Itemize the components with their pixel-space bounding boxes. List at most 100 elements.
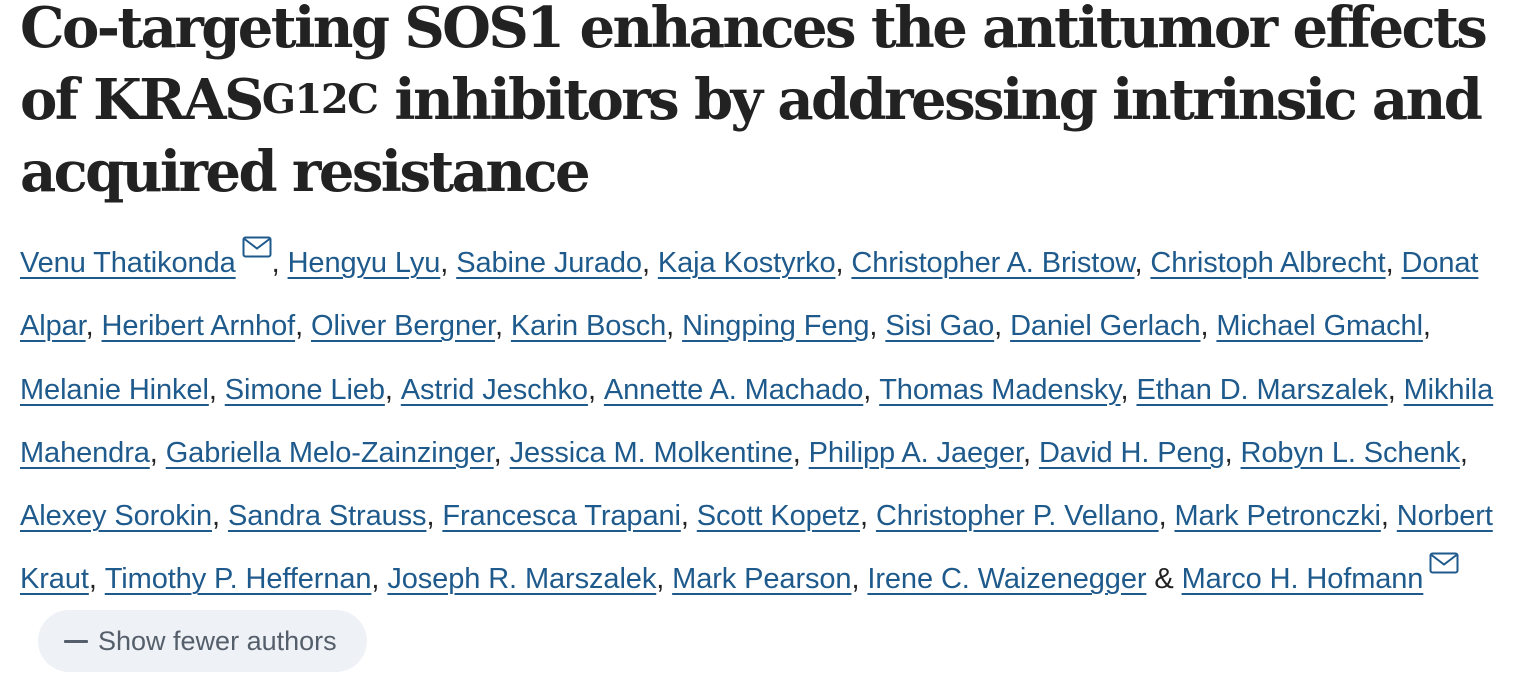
author-separator: ,	[212, 500, 228, 533]
author-item: Robyn L. Schenk,	[1241, 437, 1468, 469]
author-link[interactable]: Ethan D. Marszalek	[1136, 373, 1388, 406]
author-item: Thomas Madensky,	[879, 374, 1136, 406]
author-link[interactable]: Sisi Gao	[885, 310, 995, 343]
author-separator: ,	[680, 500, 697, 533]
author-link[interactable]: Mark Petronczki	[1174, 500, 1381, 533]
author-item: Hengyu Lyu,	[288, 247, 457, 279]
author-item: Mark Petronczki,	[1174, 500, 1396, 532]
author-item: Marco H. Hofmann	[1181, 552, 1460, 596]
author-link[interactable]: Norbert Kraut	[20, 500, 1493, 596]
article-title: Co-targeting SOS1 enhances the antitumor…	[20, 0, 1500, 208]
author-link[interactable]: Christopher A. Bristow	[851, 247, 1135, 279]
author-separator: ,	[85, 310, 102, 343]
author-item: Melanie Hinkel,	[20, 374, 225, 406]
author-link[interactable]: Daniel Gerlach	[1010, 310, 1201, 343]
author-link[interactable]: Annette A. Machado	[603, 373, 864, 406]
author-link[interactable]: Hengyu Lyu	[287, 247, 441, 279]
author-item: Sisi Gao,	[885, 310, 1010, 342]
author-link[interactable]: Philipp A. Jaeger	[808, 436, 1024, 469]
author-link[interactable]: Christopher P. Vellano	[875, 500, 1159, 533]
mail-icon[interactable]	[1429, 552, 1459, 574]
author-separator: ,	[641, 247, 658, 279]
author-link[interactable]: Michael Gmachl	[1216, 310, 1423, 343]
minus-icon	[64, 639, 88, 643]
author-item: Scott Kopetz,	[697, 500, 876, 532]
author-separator: ,	[440, 247, 457, 279]
author-link[interactable]: Mark Pearson	[672, 563, 852, 596]
author-separator: ,	[371, 563, 388, 596]
author-link[interactable]: Scott Kopetz	[696, 500, 861, 533]
author-link[interactable]: Irene C. Waizenegger	[867, 563, 1147, 596]
author-link[interactable]: Timothy P. Heffernan	[104, 563, 372, 596]
author-separator: ,	[1459, 436, 1468, 469]
author-item: Venu Thatikonda,	[20, 236, 288, 279]
author-item: Simone Lieb,	[225, 374, 401, 406]
author-separator: ,	[1224, 436, 1241, 469]
author-separator: ,	[869, 310, 886, 343]
author-link[interactable]: Heribert Arnhof	[101, 310, 296, 343]
author-separator: ,	[1380, 500, 1397, 533]
title-text-part2: inhibitors by addressing intrinsic and a…	[20, 67, 1483, 205]
author-item: Philipp A. Jaeger,	[809, 437, 1039, 469]
author-item: Mikhila Mahendra,	[20, 374, 1493, 469]
author-item: Jessica M. Molkentine,	[510, 437, 809, 469]
author-item: Timothy P. Heffernan,	[105, 563, 388, 595]
author-item: Irene C. Waizenegger &	[867, 563, 1181, 595]
author-item: Alexey Sorokin,	[20, 500, 228, 532]
show-fewer-authors-label: Show fewer authors	[98, 625, 337, 656]
author-link[interactable]: Jessica M. Molkentine	[509, 436, 793, 469]
author-list: Venu Thatikonda, Hengyu Lyu, Sabine Jura…	[20, 232, 1510, 675]
author-link[interactable]: Mikhila Mahendra	[20, 373, 1494, 469]
author-separator: ,	[860, 500, 876, 533]
author-link[interactable]: Alexey Sorokin	[20, 500, 213, 533]
author-link[interactable]: Robyn L. Schenk	[1240, 436, 1460, 469]
author-item: Christopher A. Bristow,	[851, 247, 1150, 279]
author-item: Sandra Strauss,	[228, 500, 442, 532]
author-item: Kaja Kostyrko,	[658, 247, 852, 279]
author-item: Daniel Gerlach,	[1010, 310, 1216, 342]
author-link[interactable]: Simone Lieb	[224, 373, 385, 406]
author-link[interactable]: Oliver Bergner	[311, 310, 495, 343]
author-link[interactable]: Sabine Jurado	[456, 247, 642, 279]
author-link[interactable]: Thomas Madensky	[879, 373, 1121, 406]
author-link[interactable]: Francesca Trapani	[442, 500, 681, 533]
author-separator: ,	[666, 310, 683, 343]
author-separator: ,	[587, 373, 604, 406]
author-separator: ,	[1387, 373, 1404, 406]
author-link[interactable]: Sandra Strauss	[227, 500, 427, 533]
author-separator: ,	[1200, 310, 1217, 343]
author-item: Joseph R. Marszalek,	[387, 563, 672, 595]
author-link[interactable]: Marco H. Hofmann	[1181, 563, 1424, 596]
author-link[interactable]: Astrid Jeschko	[400, 373, 588, 406]
author-separator: ,	[494, 310, 511, 343]
author-separator: ,	[271, 247, 288, 279]
author-separator: ,	[835, 247, 852, 279]
author-separator: ,	[493, 436, 510, 469]
author-separator: ,	[792, 436, 809, 469]
title-superscript: G12C	[261, 76, 379, 123]
author-separator: ,	[149, 436, 166, 469]
author-link[interactable]: Christoph Albrecht	[1150, 247, 1386, 279]
author-link[interactable]: Joseph R. Marszalek	[387, 563, 657, 596]
author-separator: ,	[994, 310, 1011, 343]
author-link[interactable]: Kaja Kostyrko	[657, 247, 836, 279]
author-item: Sabine Jurado,	[456, 247, 658, 279]
author-item: Oliver Bergner,	[311, 310, 511, 342]
show-fewer-authors-button[interactable]: Show fewer authors	[38, 610, 367, 673]
author-item: David H. Peng,	[1039, 437, 1241, 469]
author-link[interactable]: Karin Bosch	[510, 310, 667, 343]
author-item: Francesca Trapani,	[442, 500, 696, 532]
author-link[interactable]: David H. Peng	[1038, 436, 1225, 469]
author-separator: ,	[1422, 310, 1431, 343]
title-text-part1: Co-targeting SOS1 enhances the antitumor…	[20, 0, 1488, 133]
author-link[interactable]: Donat Alpar	[20, 247, 1479, 343]
mail-icon[interactable]	[242, 236, 272, 258]
author-link[interactable]: Gabriella Melo-Zainzinger	[165, 436, 494, 469]
author-link[interactable]: Venu Thatikonda	[20, 247, 236, 279]
author-item: Heribert Arnhof,	[102, 310, 311, 342]
author-link[interactable]: Ningping Feng	[682, 310, 870, 343]
author-item: Mark Pearson,	[672, 563, 867, 595]
author-link[interactable]: Melanie Hinkel	[20, 373, 209, 406]
author-separator: ,	[295, 310, 311, 343]
